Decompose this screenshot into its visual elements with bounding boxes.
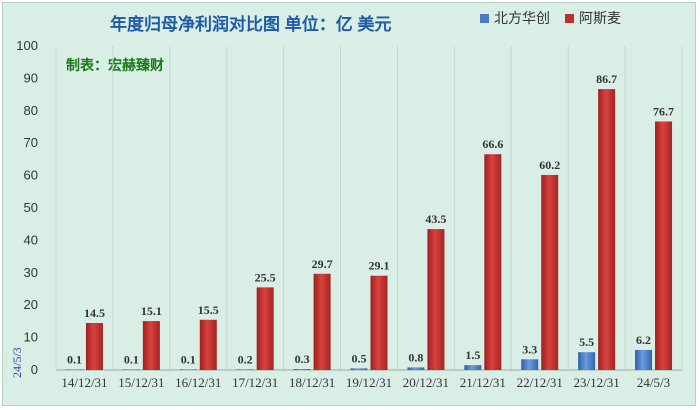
bar bbox=[521, 359, 539, 370]
y-tick-label: 50 bbox=[24, 200, 38, 215]
x-tick-label: 24/5/3 bbox=[637, 375, 670, 390]
bar bbox=[598, 89, 616, 370]
chart-frame bbox=[2, 2, 696, 406]
legend-label: 北方华创 bbox=[494, 10, 550, 26]
y-tick-label: 10 bbox=[24, 330, 38, 345]
x-tick-label: 14/12/31 bbox=[61, 375, 107, 390]
data-label: 0.1 bbox=[67, 353, 82, 367]
data-label: 0.2 bbox=[238, 352, 253, 366]
bar bbox=[578, 352, 596, 370]
x-tick-label: 23/12/31 bbox=[574, 375, 620, 390]
data-label: 5.5 bbox=[579, 335, 594, 349]
data-label: 3.3 bbox=[522, 342, 537, 356]
bar bbox=[655, 121, 673, 370]
bar bbox=[313, 273, 331, 370]
data-label: 76.7 bbox=[653, 104, 674, 118]
data-label: 60.2 bbox=[539, 158, 560, 172]
y-tick-label: 30 bbox=[24, 265, 38, 280]
data-label: 14.5 bbox=[84, 306, 105, 320]
y-tick-label: 80 bbox=[24, 103, 38, 118]
bar bbox=[407, 367, 425, 370]
data-label: 15.5 bbox=[198, 303, 219, 317]
data-label: 0.5 bbox=[352, 351, 367, 365]
y-tick-label: 90 bbox=[24, 70, 38, 85]
data-label: 6.2 bbox=[636, 333, 651, 347]
y-tick-label: 20 bbox=[24, 297, 38, 312]
bar bbox=[65, 369, 83, 370]
bar bbox=[350, 368, 368, 370]
data-label: 66.6 bbox=[482, 137, 503, 151]
bar bbox=[541, 174, 559, 370]
x-tick-label: 15/12/31 bbox=[118, 375, 164, 390]
data-label: 86.7 bbox=[596, 72, 617, 86]
legend-swatch bbox=[565, 14, 574, 23]
data-label: 29.1 bbox=[369, 259, 390, 273]
bar bbox=[122, 369, 140, 370]
bar bbox=[370, 275, 388, 370]
y-tick-label: 60 bbox=[24, 168, 38, 183]
side-date-label: 24/5/3 bbox=[10, 347, 24, 378]
data-label: 0.1 bbox=[181, 353, 196, 367]
data-label: 0.1 bbox=[124, 353, 139, 367]
chart-note: 制表：宏赫臻财 bbox=[66, 57, 164, 73]
y-tick-label: 40 bbox=[24, 232, 38, 247]
bar bbox=[427, 229, 445, 370]
data-label: 15.1 bbox=[141, 304, 162, 318]
data-label: 43.5 bbox=[425, 212, 446, 226]
bar bbox=[293, 369, 311, 370]
bar bbox=[635, 349, 653, 370]
data-label: 25.5 bbox=[255, 270, 276, 284]
legend: 北方华创 阿斯麦 bbox=[480, 10, 621, 26]
x-tick-label: 19/12/31 bbox=[346, 375, 392, 390]
legend-label: 阿斯麦 bbox=[579, 10, 621, 26]
x-tick-label: 22/12/31 bbox=[517, 375, 563, 390]
legend-swatch bbox=[480, 14, 489, 23]
bar-layer bbox=[65, 89, 673, 370]
x-tick-label: 21/12/31 bbox=[460, 375, 506, 390]
data-label: 0.3 bbox=[295, 352, 310, 366]
bar bbox=[199, 319, 217, 370]
x-tick-label: 16/12/31 bbox=[175, 375, 221, 390]
y-tick-label: 100 bbox=[16, 38, 38, 53]
data-label: 0.8 bbox=[408, 350, 423, 364]
axis-layer: 0 10 20 30 40 50 60 70 80 90 100 14/12/31 15/12/31 16… bbox=[16, 38, 682, 390]
bar bbox=[236, 369, 254, 370]
grid-layer bbox=[55, 46, 683, 370]
bar bbox=[85, 323, 103, 370]
data-label: 1.5 bbox=[465, 348, 480, 362]
x-tick-label: 17/12/31 bbox=[232, 375, 278, 390]
bar bbox=[464, 365, 482, 370]
bar bbox=[484, 154, 502, 370]
bar bbox=[256, 287, 274, 370]
chart-title: 年度归母净利润对比图 单位：亿 美元 bbox=[110, 14, 391, 34]
y-tick-label: 0 bbox=[31, 362, 38, 377]
y-tick-label: 70 bbox=[24, 135, 38, 150]
label-layer: 0.1 0.1 0.1 0.2 0.3 0.5 0.8 1.5 3.3 5.5 6.2 14.5 15.… bbox=[67, 72, 674, 367]
bar bbox=[179, 369, 197, 370]
data-label: 29.7 bbox=[312, 257, 333, 271]
x-tick-label: 18/12/31 bbox=[289, 375, 335, 390]
bar bbox=[142, 321, 160, 370]
x-tick-label: 20/12/31 bbox=[403, 375, 449, 390]
